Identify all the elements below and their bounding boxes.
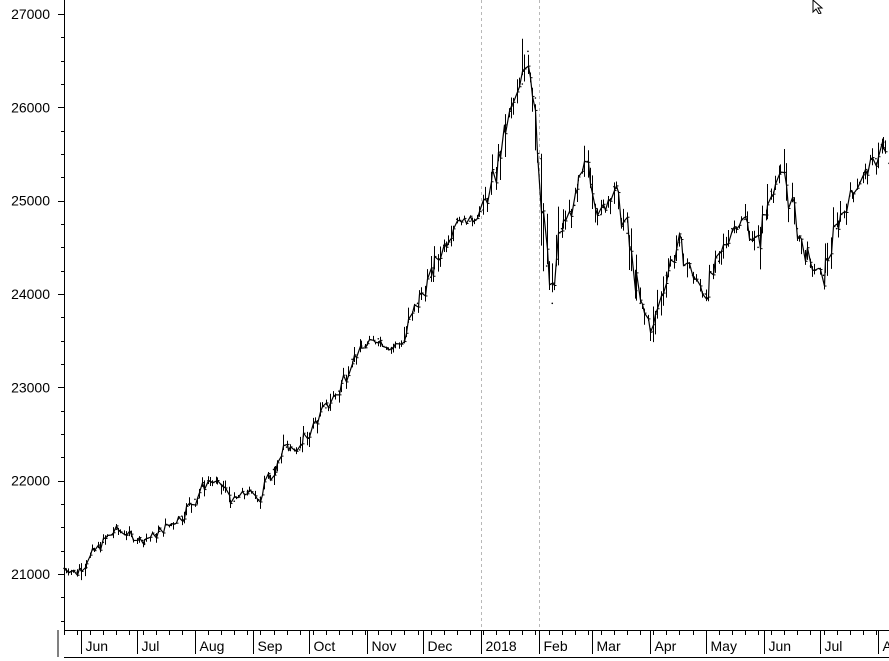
data-point <box>527 50 529 53</box>
data-point <box>285 446 288 448</box>
data-point <box>639 302 641 305</box>
data-point <box>76 571 78 573</box>
data-point <box>862 176 864 179</box>
x-tick-label: Sep <box>258 638 283 654</box>
data-point <box>731 227 733 230</box>
y-tick-label: 24000 <box>11 286 50 302</box>
data-point <box>704 293 707 295</box>
data-point <box>377 338 380 340</box>
data-point <box>822 274 825 277</box>
y-tick-label: 23000 <box>11 379 50 395</box>
y-axis: 21000 22000 23000 24000 25000 26000 27000 <box>11 0 65 630</box>
x-tick-label: Dec <box>428 638 453 654</box>
x-tick-label: Oct <box>314 638 336 654</box>
price-series <box>63 38 889 581</box>
data-point <box>246 491 249 493</box>
data-point <box>403 339 406 342</box>
mouse-pointer-icon <box>812 0 824 14</box>
data-point <box>560 227 563 230</box>
data-point <box>416 302 419 305</box>
data-point <box>312 425 314 428</box>
x-tick-label: Jun <box>86 638 109 654</box>
data-point <box>880 143 883 146</box>
data-point <box>207 479 209 482</box>
x-tick-label: Jun <box>769 638 792 654</box>
reference-lines <box>481 0 540 630</box>
x-axis-band <box>64 631 889 661</box>
data-point <box>272 468 275 471</box>
data-point <box>102 541 105 544</box>
data-point <box>364 345 366 348</box>
data-point <box>469 220 471 222</box>
x-tick-label: 2018 <box>486 638 517 654</box>
data-point <box>600 213 602 216</box>
x-tick-label: Aug <box>200 638 225 654</box>
data-point <box>259 496 262 499</box>
data-point <box>652 330 655 333</box>
x-tick-label: Mar <box>597 638 621 654</box>
data-point <box>154 534 157 536</box>
x-axis: Jun Jul Aug Sep Oct Nov Dec 2018 Feb Mar Apr May Jun… <box>57 630 889 661</box>
data-point <box>835 227 838 230</box>
data-point <box>783 171 786 174</box>
data-point <box>442 244 445 247</box>
data-point <box>298 449 301 451</box>
data-point <box>534 97 537 99</box>
data-point <box>770 190 772 193</box>
data-point <box>456 218 458 221</box>
data-point <box>351 358 353 361</box>
data-point <box>89 556 91 558</box>
y-tick-label: 25000 <box>11 193 50 209</box>
data-point <box>678 241 681 244</box>
x-tick-label: Jul <box>142 638 160 654</box>
data-point <box>128 534 131 536</box>
data-point <box>587 160 589 163</box>
data-point <box>665 274 668 277</box>
data-point <box>233 500 236 503</box>
data-point <box>482 209 484 211</box>
data-point <box>744 218 746 221</box>
data-point <box>757 246 759 249</box>
data-point <box>691 274 694 277</box>
data-point <box>390 347 393 349</box>
data-point <box>717 260 720 263</box>
data-point <box>540 157 542 160</box>
y-tick-label: 27000 <box>11 6 50 22</box>
data-point <box>508 115 511 118</box>
y-tick-label: 21000 <box>11 566 50 582</box>
data-point <box>545 265 548 267</box>
data-point <box>551 302 554 305</box>
data-point <box>796 227 799 230</box>
x-tick-label: May <box>711 638 737 654</box>
data-point <box>181 515 183 517</box>
data-point <box>115 528 118 530</box>
data-point <box>338 390 340 392</box>
data-point <box>429 276 432 279</box>
data-point <box>875 157 877 160</box>
x-tick-label: Feb <box>544 638 568 654</box>
data-point <box>194 498 196 501</box>
x-tick-label: Nov <box>372 638 397 654</box>
price-line <box>64 65 887 577</box>
x-tick-label: Au <box>883 638 889 654</box>
data-point <box>325 407 327 409</box>
data-point <box>495 171 497 174</box>
x-tick-label: Jul <box>825 638 843 654</box>
data-point <box>613 185 615 188</box>
series-bars <box>64 38 888 581</box>
x-tick-label: Apr <box>655 638 677 654</box>
data-point <box>626 232 628 235</box>
y-tick-label: 26000 <box>11 99 50 115</box>
data-point <box>573 204 576 207</box>
data-point <box>141 539 144 542</box>
data-point <box>521 83 524 85</box>
data-point <box>848 195 851 197</box>
y-tick-label: 22000 <box>11 473 50 489</box>
data-point <box>220 483 222 486</box>
data-point <box>809 265 812 267</box>
data-point <box>167 524 170 527</box>
